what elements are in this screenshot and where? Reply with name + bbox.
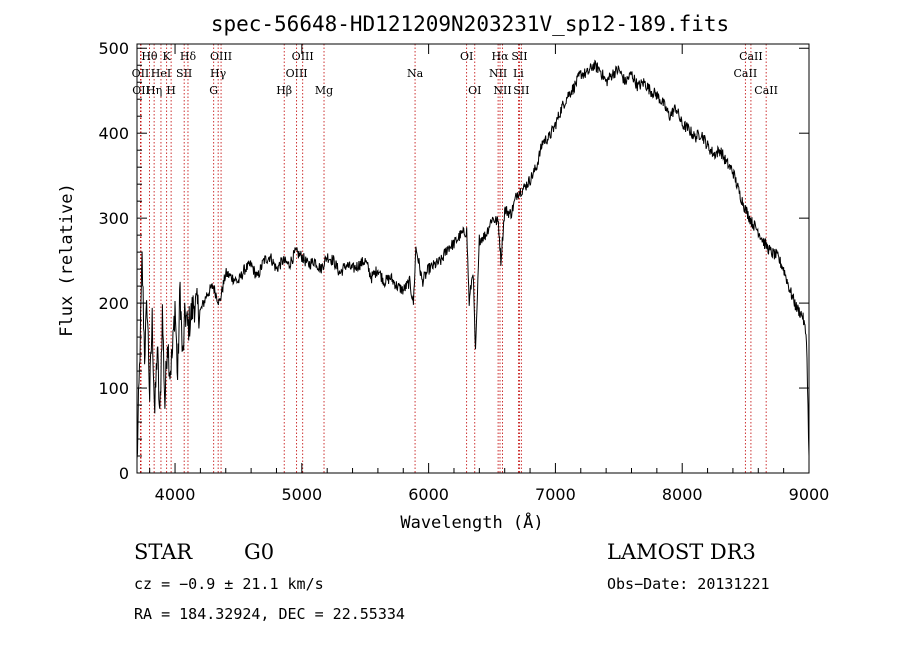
line-label-10: Hγ [210, 67, 227, 80]
line-label-18: OI [468, 84, 481, 97]
line-label-8: SII [176, 67, 192, 80]
line-label-11: G [209, 84, 218, 97]
line-label-14: OIII [286, 67, 308, 80]
spectrum-chart: spec-56648-HD121209N203231V_sp12-189.fit… [57, 12, 830, 533]
line-label-25: CaII [739, 50, 763, 63]
y-axis-label: Flux (relative) [57, 183, 77, 337]
object-class: STAR [134, 540, 193, 564]
observation-date: Obs−Date: 20131221 [607, 575, 770, 593]
line-label-1: OII [132, 67, 150, 80]
line-label-19: Hα [491, 50, 509, 63]
y-tick-label-1: 100 [98, 379, 129, 398]
x-tick-label-2: 6000 [408, 485, 449, 504]
line-label-26: CaII [734, 67, 758, 80]
line-label-4: K [163, 50, 172, 63]
line-label-13: OIII [292, 50, 314, 63]
x-axis-ticks: 4000 5000 6000 7000 8000 9000 [149, 44, 830, 504]
line-label-23: Li [513, 67, 524, 80]
line-label-21: NII [493, 84, 511, 97]
coordinates: RA = 184.32924, DEC = 22.55334 [134, 605, 405, 623]
x-tick-label-3: 7000 [535, 485, 576, 504]
line-label-17: OI [460, 50, 473, 63]
x-tick-label-4: 8000 [662, 485, 703, 504]
line-label-22: SII [511, 50, 527, 63]
y-tick-label-3: 300 [98, 209, 129, 228]
line-label-3: Hη [146, 84, 162, 97]
survey-name: LAMOST DR3 [607, 540, 756, 564]
line-label-16: Na [407, 67, 424, 80]
line-label-6: H [166, 84, 176, 97]
chart-title: spec-56648-HD121209N203231V_sp12-189.fit… [211, 12, 729, 36]
line-label-7: Hδ [180, 50, 197, 63]
redshift-cz: cz = −0.9 ± 21.1 km/s [134, 575, 324, 593]
line-label-20: NII [489, 67, 507, 80]
flux-series-line [136, 59, 810, 459]
x-tick-label-1: 5000 [281, 485, 322, 504]
y-axis-ticks: 0 100 200 300 400 500 [98, 39, 809, 483]
y-tick-label-4: 400 [98, 124, 129, 143]
line-label-0: Hθ [141, 50, 158, 63]
x-axis-label: Wavelength (Å) [400, 511, 543, 533]
y-tick-label-5: 500 [98, 39, 129, 58]
y-tick-label-2: 200 [98, 294, 129, 313]
line-label-5: HeI [151, 67, 171, 80]
line-label-15: Mg [315, 84, 333, 97]
plot-frame [136, 43, 810, 474]
x-tick-label-0: 4000 [155, 485, 196, 504]
line-label-27: CaII [754, 84, 778, 97]
y-tick-label-0: 0 [119, 464, 129, 483]
line-label-24: SII [513, 84, 529, 97]
x-tick-label-5: 9000 [789, 485, 830, 504]
object-subclass: G0 [244, 540, 275, 564]
line-label-9: OIII [210, 50, 232, 63]
line-label-12: Hβ [276, 84, 292, 97]
